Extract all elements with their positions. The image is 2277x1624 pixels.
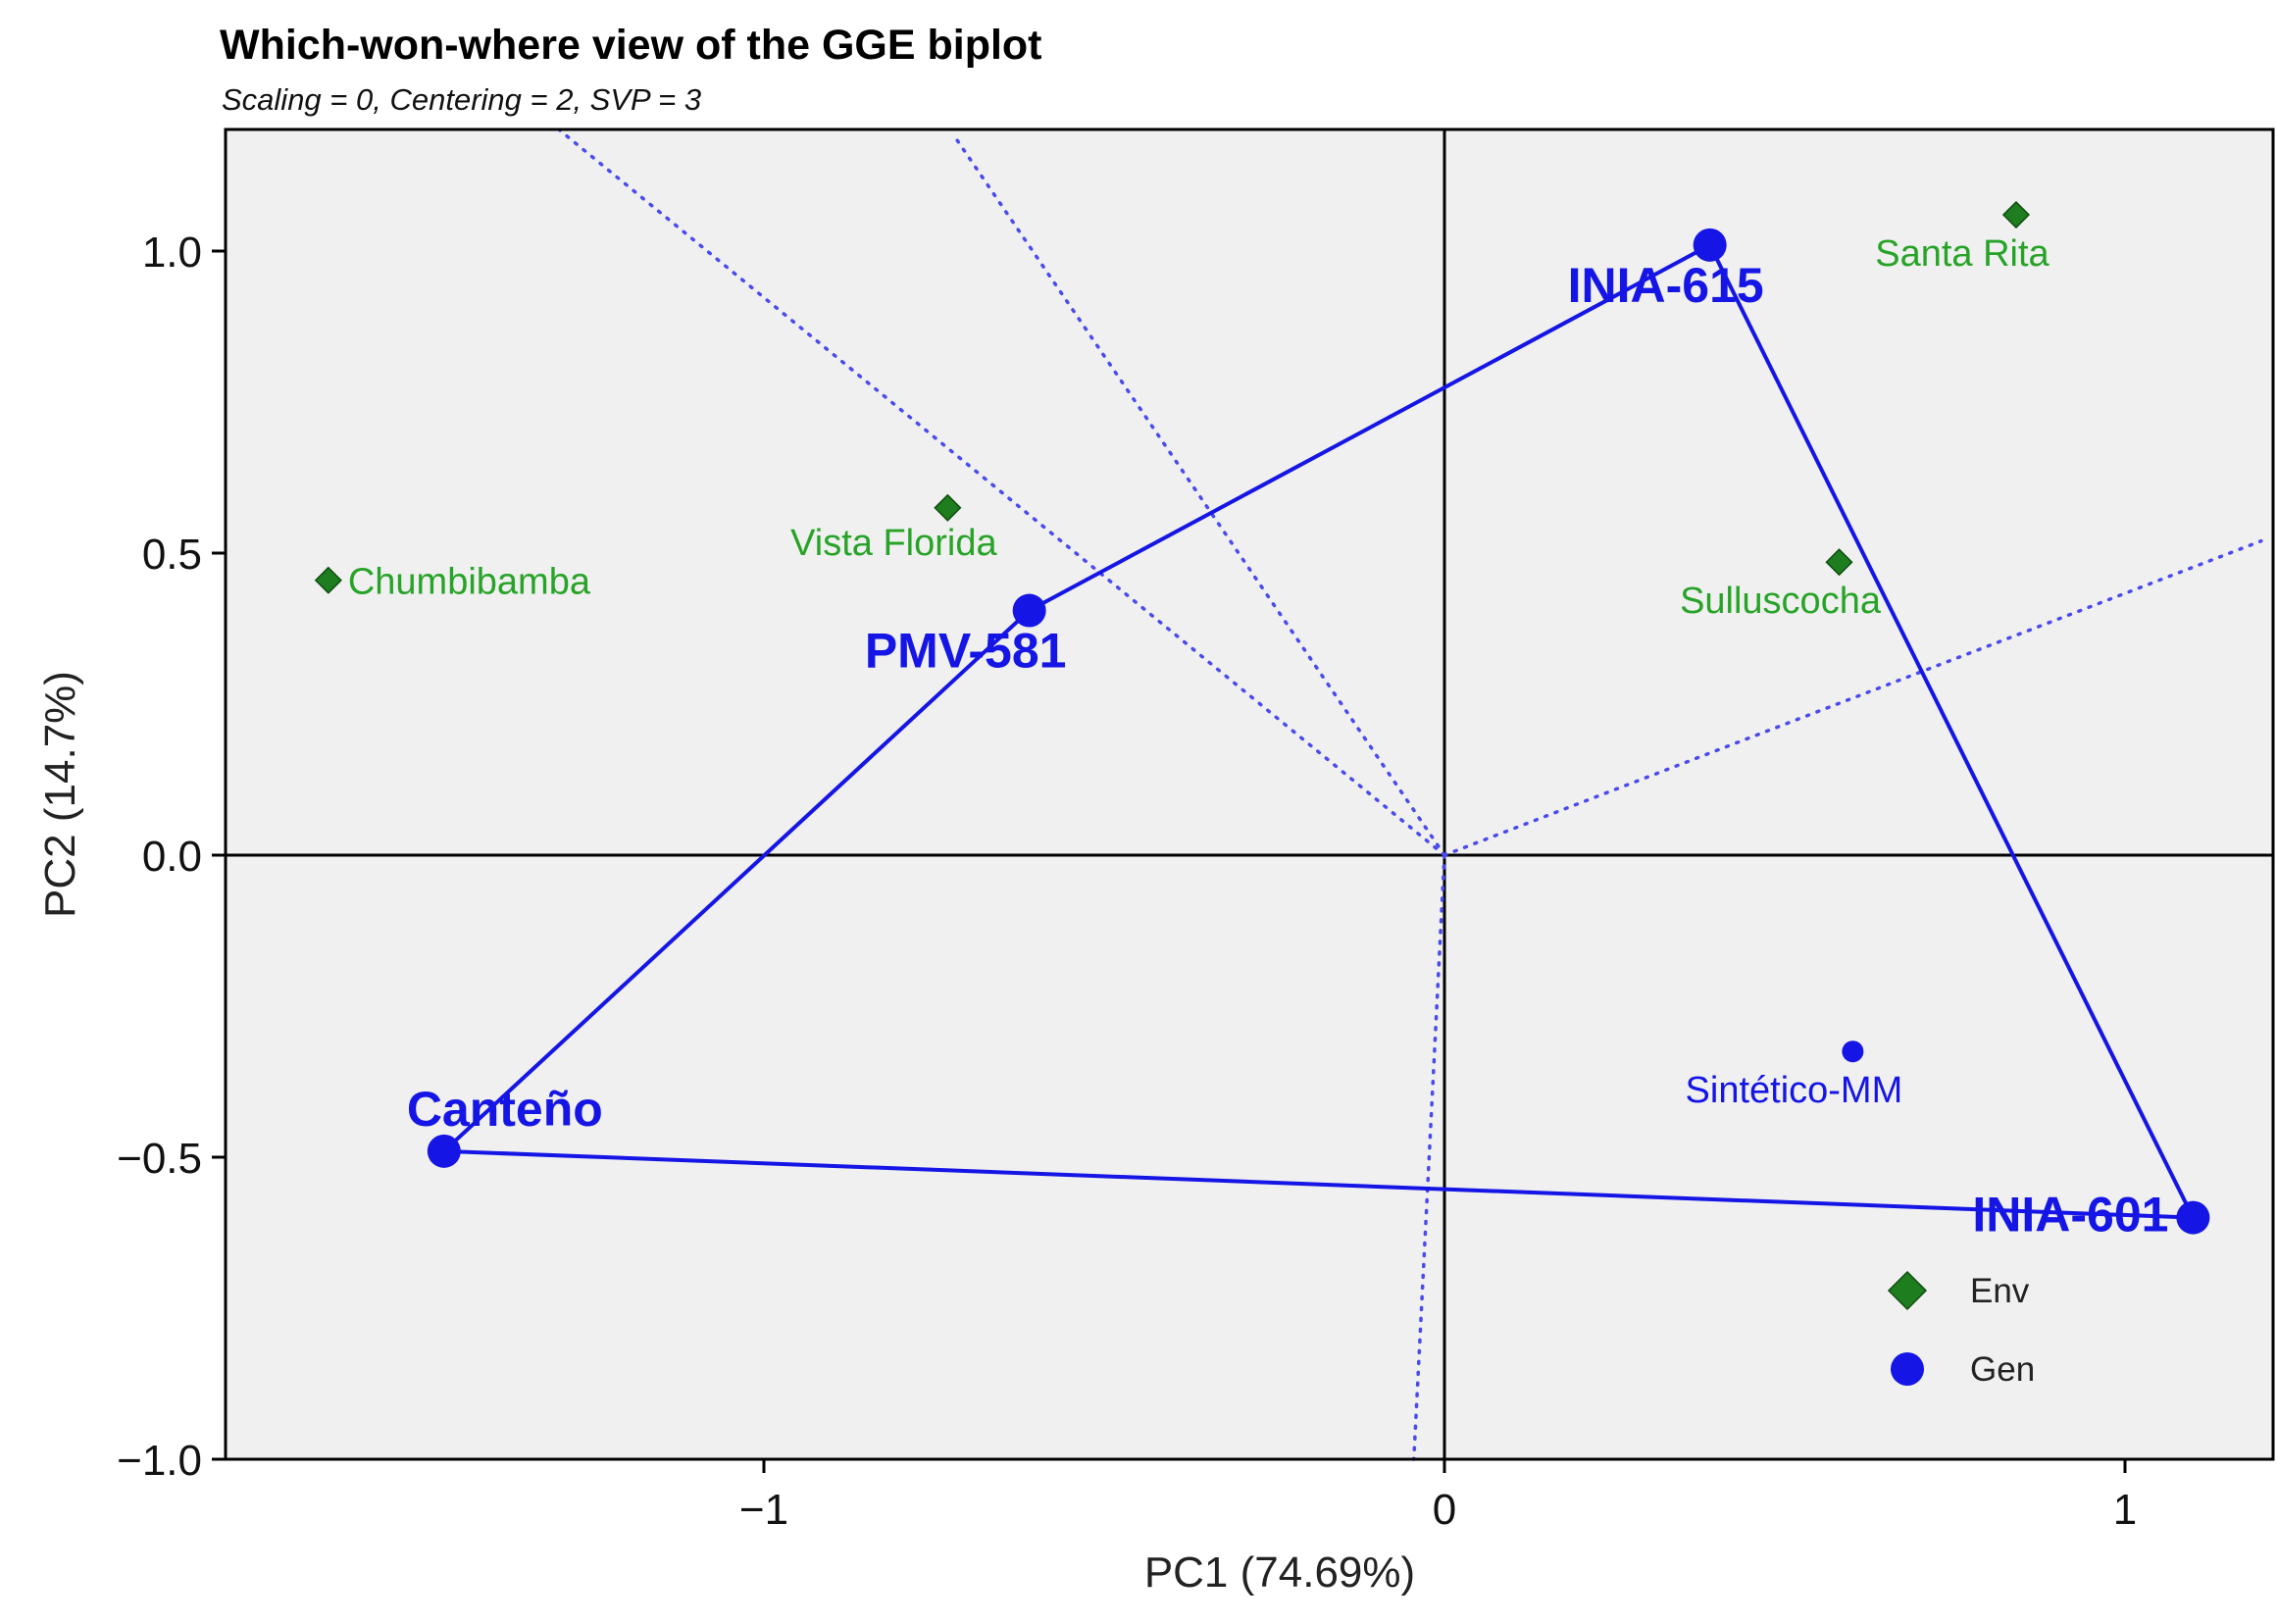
env-label-santa-rita: Santa Rita (1875, 233, 2049, 275)
x-tick-label: 0 (1433, 1486, 1456, 1534)
x-tick-label: −1 (739, 1486, 788, 1534)
sector-ray-1 (558, 128, 1446, 857)
gen-label-inia-615: INIA-615 (1568, 258, 1764, 313)
gen-point-pmv-581 (1012, 593, 1046, 628)
gen-label-sint-tico-mm: Sintético-MM (1686, 1070, 1903, 1111)
env-label-chumbibamba: Chumbibamba (348, 562, 591, 603)
sector-ray-2 (952, 134, 1446, 857)
gen-label-cante-o: Canteño (407, 1082, 603, 1137)
y-tick-label: −1.0 (117, 1437, 202, 1485)
legend-env-label: Env (1970, 1272, 2030, 1310)
gen-label-pmv-581: PMV-581 (865, 624, 1067, 679)
env-point-vista-florida (934, 493, 962, 522)
legend-gen-marker (1891, 1352, 1924, 1386)
y-tick-label: 0.0 (142, 833, 202, 881)
gen-point-inia-615 (1693, 228, 1727, 262)
plot-frame (224, 127, 2275, 1461)
gen-point-cante-o (427, 1134, 461, 1168)
chart-subtitle: Scaling = 0, Centering = 2, SVP = 3 (222, 82, 702, 117)
env-label-vista-florida: Vista Florida (790, 523, 997, 564)
x-tick-label: 1 (2113, 1486, 2137, 1534)
env-point-sulluscocha (1825, 548, 1853, 577)
gen-label-inia-601: INIA-601 (1972, 1188, 2168, 1243)
chart-title: Which-won-where view of the GGE biplot (220, 22, 1042, 69)
gen-point-inia-601 (2176, 1200, 2210, 1235)
x-axis-label: PC1 (74.69%) (1144, 1548, 1415, 1597)
gen-point-sint-tico-mm (1842, 1040, 1864, 1063)
plot-panel (226, 129, 2273, 1459)
legend-gen-label: Gen (1970, 1350, 2035, 1389)
env-point-santa-rita (2001, 200, 2031, 229)
y-tick-label: 0.5 (142, 531, 202, 579)
y-axis-label: PC2 (14.7%) (36, 671, 84, 918)
y-tick-label: 1.0 (142, 228, 202, 277)
sector-ray-4 (1412, 853, 1446, 1461)
legend-env-marker (1887, 1270, 1928, 1311)
env-label-sulluscocha: Sulluscocha (1680, 581, 1882, 622)
env-point-chumbibamba (314, 566, 342, 594)
y-tick-label: −0.5 (117, 1135, 202, 1183)
